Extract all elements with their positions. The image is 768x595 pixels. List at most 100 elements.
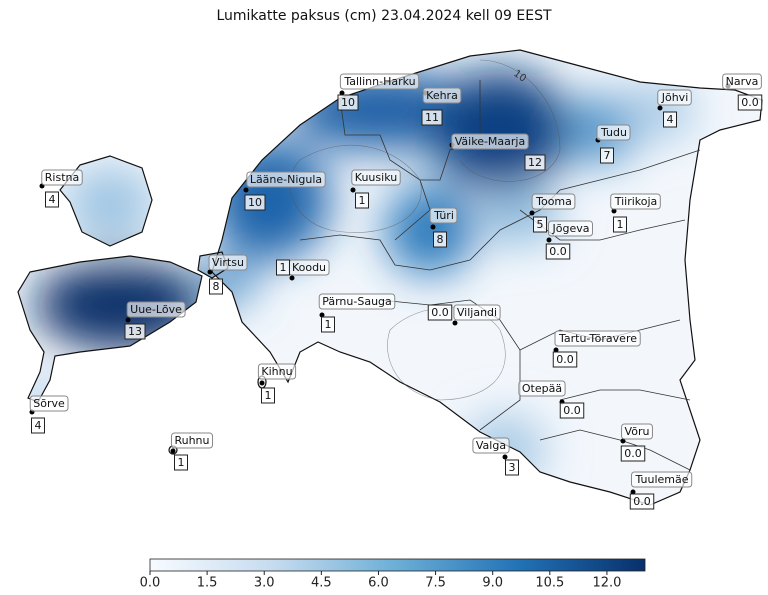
value-box [174,454,188,471]
colorbar-tick-label: 12.0 [592,576,621,591]
station-dot [319,312,325,318]
station-dot [350,187,356,193]
value-box [613,216,627,233]
station-label: Ruhnu [170,432,214,449]
station-value: 12 [528,156,542,169]
station-value: 13 [128,325,142,338]
station-value: 5 [537,218,544,231]
colorbar: 0.0 1.5 3.0 4.5 6.0 7.5 9.0 10.5 12.0 [140,558,646,591]
station-name: Kuusiku [355,171,397,184]
value-box [505,459,519,476]
station-value: 8 [213,280,220,293]
station-value: 1 [280,261,287,274]
station-label: Tooma [531,193,576,210]
station-label: Tallinn-Harku [339,73,420,90]
station-value: 4 [49,193,56,206]
label-box [531,193,576,210]
station-label: Tiirikoja [610,193,661,210]
station-dot [207,269,213,275]
station-label: Võru [621,423,653,440]
station-value: 0.0 [563,404,581,417]
station-label: Kuusiku [351,169,401,186]
station-label: Kihnu [257,363,297,380]
label-box [422,87,462,104]
value-box [261,387,275,404]
station-name: Valga [476,439,506,452]
station-label: Tudu [596,124,631,141]
label-box [351,169,401,186]
colorbar-tick-label: 6.0 [368,576,389,591]
value-box [600,147,614,164]
station-value: 7 [604,149,611,162]
colorbar-tick-label: 3.0 [254,576,275,591]
value-box [559,402,585,419]
value-box [524,154,546,171]
station-value: 3 [509,461,516,474]
station-value: 0.0 [741,96,759,109]
station-value: 0.0 [556,353,574,366]
value-box [421,109,443,126]
station-value: 8 [437,233,444,246]
label-box [29,395,69,412]
station-dot [553,347,559,353]
station-name: Lääne-Nigula [250,173,322,186]
station-name: Viljandi [457,306,497,319]
station-name: Jõgeva [552,222,590,235]
label-box [657,89,692,106]
label-box [257,363,297,380]
value-box [433,231,447,248]
label-box [554,330,641,347]
station-label: Viljandi [453,304,501,321]
station-dot [529,210,535,216]
label-box [318,293,396,310]
label-box [339,73,420,90]
label-box [548,220,593,237]
colorbar-tick-label: 4.5 [311,576,332,591]
station-value: 0.0 [633,495,651,508]
label-box [246,171,326,188]
station-value: 1 [359,194,366,207]
station-name: Võru [625,425,650,438]
station-name: Tudu [600,126,627,139]
label-box [170,432,214,449]
station-dot [430,224,436,230]
coastline [17,49,763,506]
station-dot [125,317,131,323]
station-label: Valga [472,437,510,454]
station-value: 1 [178,456,185,469]
station-name: Tuulemäe [634,473,688,486]
station-name: Uue-Lõve [130,303,182,316]
label-box [453,304,501,321]
station-label: Sõrve [29,395,69,412]
station-name: Väike-Maarja [455,135,525,148]
station-name: Otepää [522,382,562,395]
value-box [321,316,335,333]
station-name: Kehra [426,89,458,102]
colorbar-tick-label: 9.0 [482,576,503,591]
station-label: Uue-Lõve [126,301,186,318]
station-value: 4 [667,113,674,126]
label-box [630,471,693,488]
station-name: Pärnu-Sauga [322,295,392,308]
label-box [41,169,83,186]
station-label: Virtsu [208,254,248,271]
value-box [355,192,369,209]
station-dot [243,187,249,193]
station-dot [630,489,636,495]
station-label: Ristna [41,169,83,186]
label-box [451,133,529,150]
station-value: 0.0 [624,447,642,460]
station-name: Tiirikoja [614,195,658,208]
station-name: Tartu-Tõravere [558,332,637,345]
colorbar-tick-label: 7.5 [425,576,446,591]
stations: Tallinn-Harku10Kehra11Narva0.0Jõhvi4Väik… [29,73,763,510]
label-box [126,301,186,318]
value-box [427,304,453,321]
station-name: Virtsu [212,256,244,269]
station-label: Narva [722,73,762,90]
station-label: Tuulemäe [630,471,693,488]
label-box [208,254,248,271]
station-name: Koodu [292,261,326,274]
colorbar-scale [149,558,646,572]
value-box [737,94,763,111]
